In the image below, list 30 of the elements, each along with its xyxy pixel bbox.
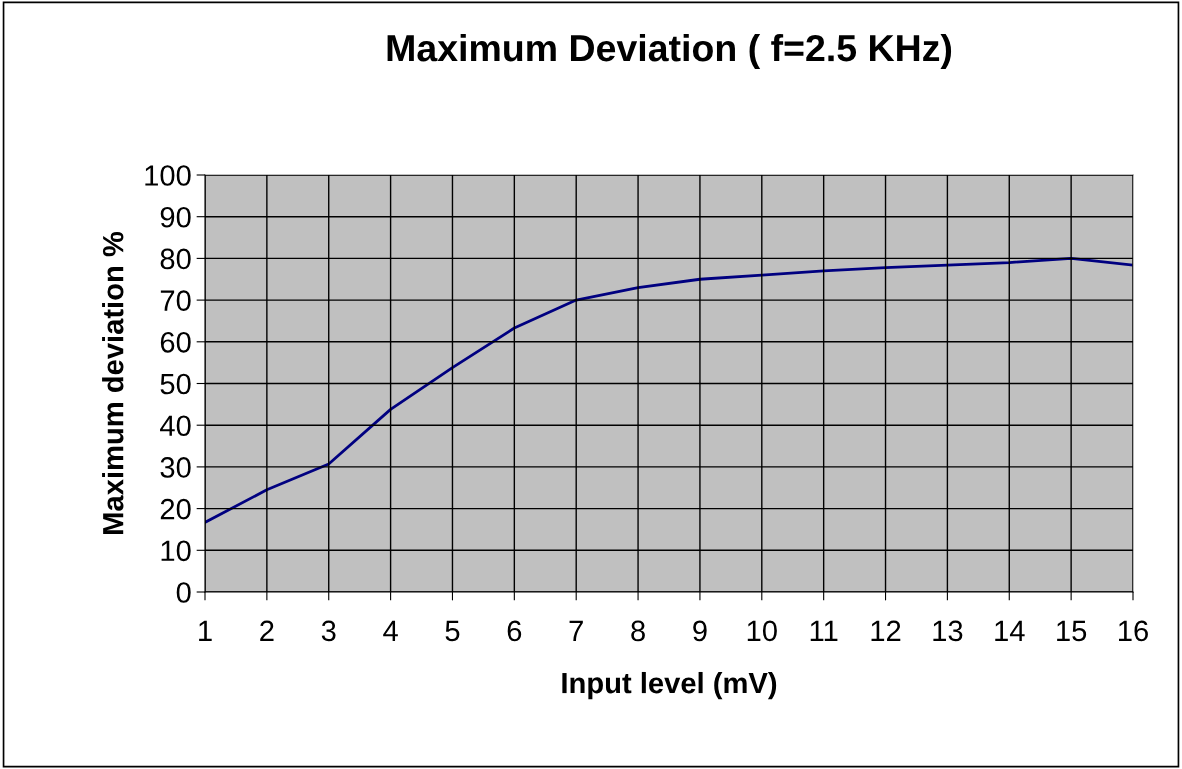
y-tick-label: 90 [160,206,191,228]
y-tick-label: 10 [161,540,191,562]
x-tick-label: 11 [810,620,838,641]
chart-title: Maximum Deviation ( f=2.5 KHz) [387,33,952,69]
x-tick-label: 2 [260,620,274,641]
x-tick-label: 6 [507,620,522,642]
x-tick-label: 13 [933,620,963,642]
x-tick-label: 14 [995,620,1025,641]
x-tick-label: 15 [1057,620,1087,642]
x-tick-label: 5 [445,620,460,642]
x-tick-label: 7 [569,620,583,641]
x-tick-label: 10 [747,620,777,642]
x-tick-label: 12 [871,620,901,641]
x-tick-label: 16 [1119,620,1148,642]
y-tick-label: 60 [160,332,191,353]
y-axis-title: Maximum deviation % [102,231,124,534]
y-tick-label: 30 [160,457,191,478]
x-tick-label: 8 [631,620,645,642]
y-tick-label: 100 [145,165,191,186]
y-tick-label: 0 [176,582,191,603]
x-tick-label: 9 [693,620,707,642]
y-tick-label: 20 [160,498,191,520]
y-tick-label: 80 [160,248,191,270]
x-axis-title: Input level (mV) [562,671,777,700]
x-tick-label: 4 [383,620,398,641]
x-tick-label: 3 [321,620,336,642]
x-tick-label: 1 [199,620,212,641]
y-tick-label: 50 [160,373,191,395]
y-tick-label: 40 [160,415,191,437]
y-tick-label: 70 [160,290,191,311]
